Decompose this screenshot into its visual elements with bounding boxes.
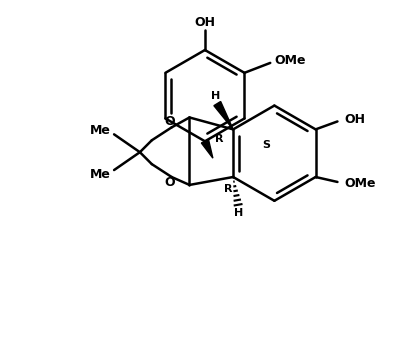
Text: H: H [211, 91, 220, 101]
Text: S: S [263, 140, 270, 150]
Polygon shape [201, 139, 213, 158]
Text: O: O [164, 115, 175, 128]
Text: OMe: OMe [345, 178, 376, 190]
Text: OH: OH [345, 113, 366, 126]
Text: OH: OH [195, 16, 215, 29]
Text: H: H [235, 208, 244, 218]
Polygon shape [214, 102, 233, 129]
Text: Me: Me [90, 124, 111, 137]
Text: OMe: OMe [274, 54, 306, 67]
Text: R: R [215, 134, 224, 144]
Text: O: O [164, 176, 175, 190]
Text: Me: Me [90, 168, 111, 180]
Text: R: R [224, 184, 232, 194]
